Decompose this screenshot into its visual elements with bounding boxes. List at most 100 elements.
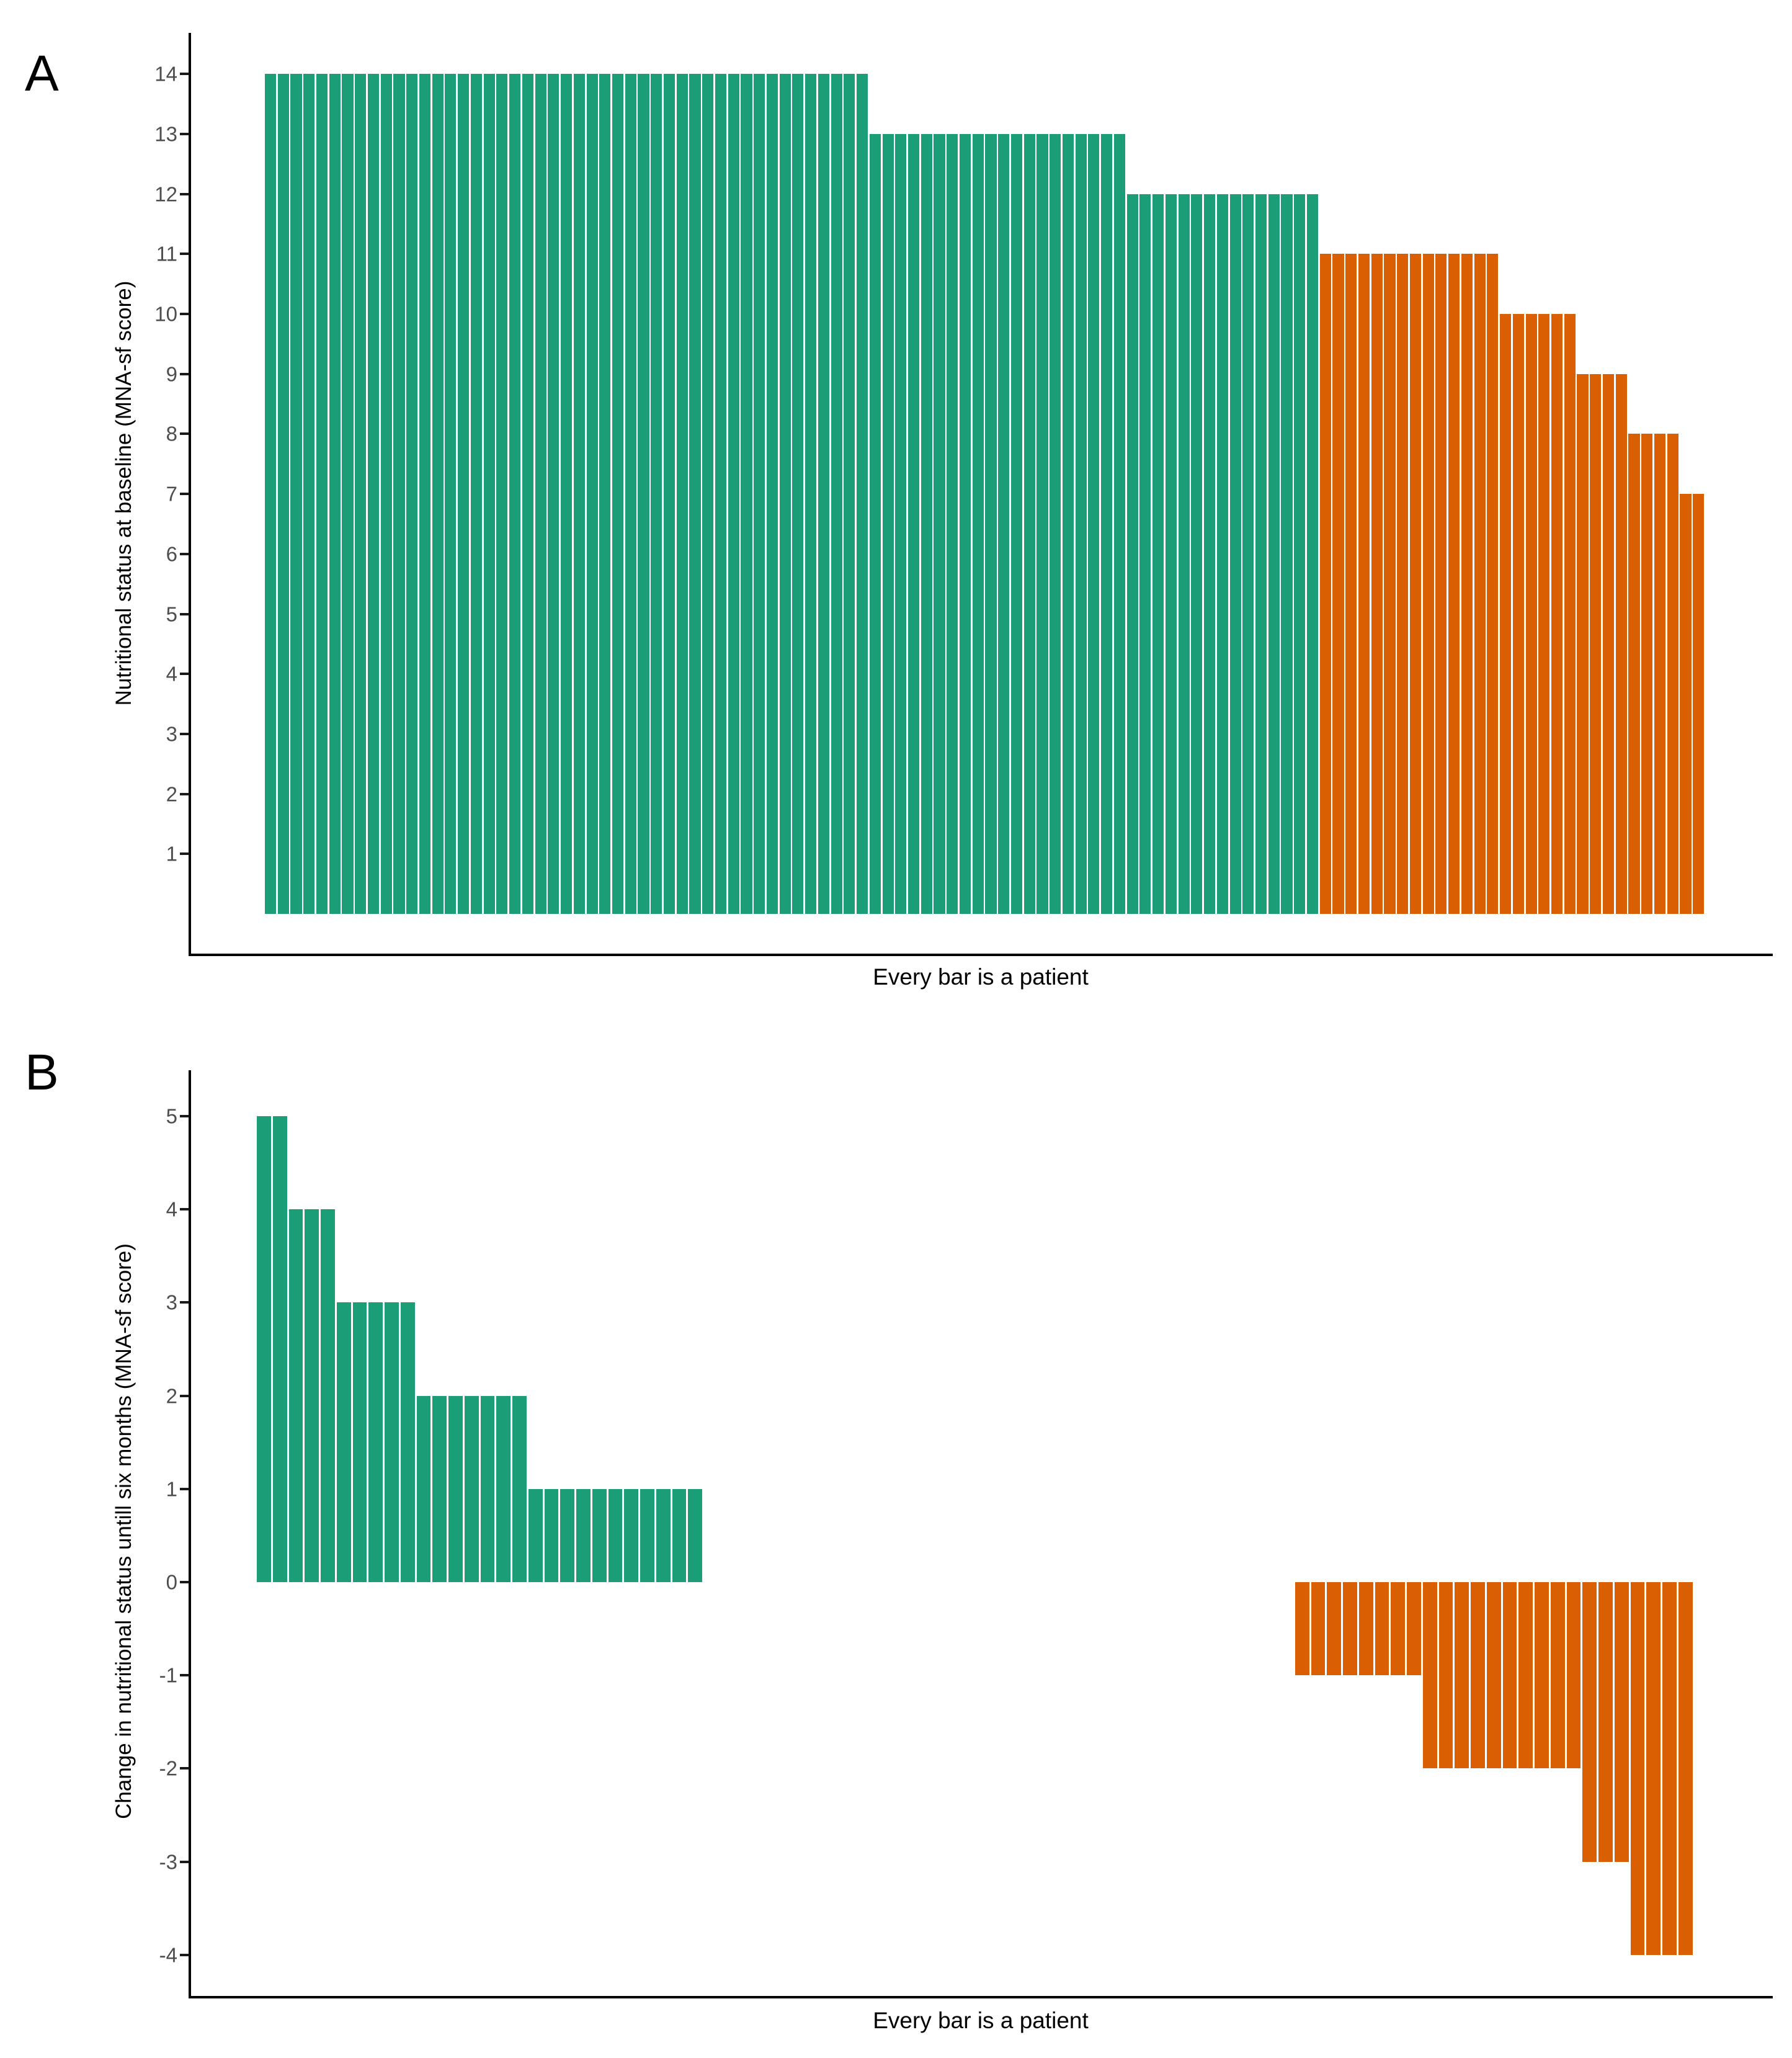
patient-bar — [1535, 1582, 1549, 1769]
patient-bar — [352, 1302, 367, 1582]
patient-bar — [448, 1395, 463, 1582]
patient-bar — [470, 74, 482, 914]
patient-bar — [288, 1209, 303, 1582]
patient-bar — [1332, 254, 1344, 914]
patient-bar — [1311, 1582, 1326, 1676]
panel-b-letter: B — [25, 1044, 59, 1101]
panel-a-x-axis-line — [189, 954, 1773, 956]
y-tick-mark — [180, 732, 189, 735]
patient-bar — [416, 1395, 431, 1582]
patient-bar — [1397, 254, 1409, 914]
patient-bar — [272, 1116, 287, 1582]
patient-bar — [1050, 133, 1061, 914]
patient-bar — [1435, 254, 1447, 914]
patient-bar — [599, 74, 611, 914]
patient-bar — [1152, 194, 1164, 914]
patient-bar — [805, 74, 817, 914]
patient-bar — [400, 1302, 415, 1582]
patient-bar — [561, 74, 573, 914]
y-tick-mark — [180, 792, 189, 795]
patient-bar — [1075, 133, 1087, 914]
patient-bar — [512, 1395, 527, 1582]
panel-a-y-axis-line — [189, 33, 191, 956]
patient-bar — [483, 74, 495, 914]
patient-bar — [1566, 1582, 1581, 1769]
y-tick-mark — [180, 1394, 189, 1397]
patient-bar — [1525, 314, 1537, 914]
patient-bar — [624, 1488, 638, 1582]
patient-bar — [689, 74, 701, 914]
patient-bar — [1512, 314, 1524, 914]
patient-bar — [1500, 314, 1512, 914]
patient-bar — [1422, 254, 1434, 914]
patient-bar — [406, 74, 418, 914]
patient-bar — [1036, 133, 1048, 914]
patient-bar — [792, 74, 804, 914]
patient-bar — [464, 1395, 479, 1582]
y-tick-mark — [180, 612, 189, 615]
panel-b-x-axis-title: Every bar is a patient — [873, 2008, 1089, 2033]
patient-bar — [857, 74, 868, 914]
patient-bar — [522, 74, 533, 914]
y-tick-mark — [180, 253, 189, 256]
panel-a-x-axis-title: Every bar is a patient — [873, 964, 1089, 990]
patient-bar — [608, 1488, 623, 1582]
y-tick-mark — [180, 493, 189, 496]
patient-bar — [1502, 1582, 1517, 1769]
patient-bar — [367, 74, 380, 914]
patient-bar — [1088, 133, 1100, 914]
patient-bar — [277, 74, 289, 914]
patient-bar — [592, 1488, 607, 1582]
patient-bar — [818, 74, 829, 914]
y-tick-label: -4 — [159, 1943, 177, 1967]
patient-bar — [1438, 1582, 1453, 1769]
patient-bar — [1327, 1582, 1341, 1676]
patient-bar — [1294, 194, 1306, 914]
patient-bar — [1667, 434, 1678, 914]
patient-bar — [1391, 1582, 1405, 1676]
patient-bar — [869, 133, 881, 914]
patient-bar — [480, 1395, 495, 1582]
y-tick-mark — [180, 1581, 189, 1583]
y-tick-label: 4 — [166, 662, 177, 686]
y-tick-label: 6 — [166, 542, 177, 566]
patient-bar — [625, 74, 636, 914]
patient-bar — [560, 1488, 574, 1582]
y-tick-mark — [180, 1767, 189, 1770]
y-tick-label: 9 — [166, 362, 177, 386]
panel-a-letter: A — [25, 45, 59, 102]
y-tick-mark — [180, 1301, 189, 1304]
y-tick-mark — [180, 1208, 189, 1211]
patient-bar — [1409, 254, 1421, 914]
patient-bar — [638, 74, 649, 914]
y-tick-label: 1 — [166, 842, 177, 866]
patient-bar — [1255, 194, 1267, 914]
patient-bar — [419, 74, 430, 914]
y-tick-mark — [180, 372, 189, 375]
y-tick-label: 5 — [166, 1104, 177, 1128]
patient-bar — [586, 74, 598, 914]
y-tick-label: 3 — [166, 1291, 177, 1314]
patient-bar — [1474, 254, 1486, 914]
patient-bar — [959, 133, 971, 914]
patient-bar — [1407, 1582, 1421, 1676]
patient-bar — [380, 74, 392, 914]
y-tick-label: 5 — [166, 602, 177, 625]
patient-bar — [688, 1488, 702, 1582]
patient-bar — [1680, 494, 1692, 914]
patient-bar — [316, 74, 328, 914]
patient-bar — [1598, 1582, 1613, 1862]
patient-bar — [1590, 374, 1602, 914]
y-tick-label: 14 — [154, 62, 177, 86]
y-tick-label: 12 — [154, 182, 177, 206]
patient-bar — [1662, 1582, 1677, 1955]
patient-bar — [303, 74, 315, 914]
panel-b-x-axis-line — [189, 1996, 1773, 1998]
patient-bar — [1646, 1582, 1660, 1955]
patient-bar — [1113, 133, 1125, 914]
patient-bar — [257, 1116, 271, 1582]
